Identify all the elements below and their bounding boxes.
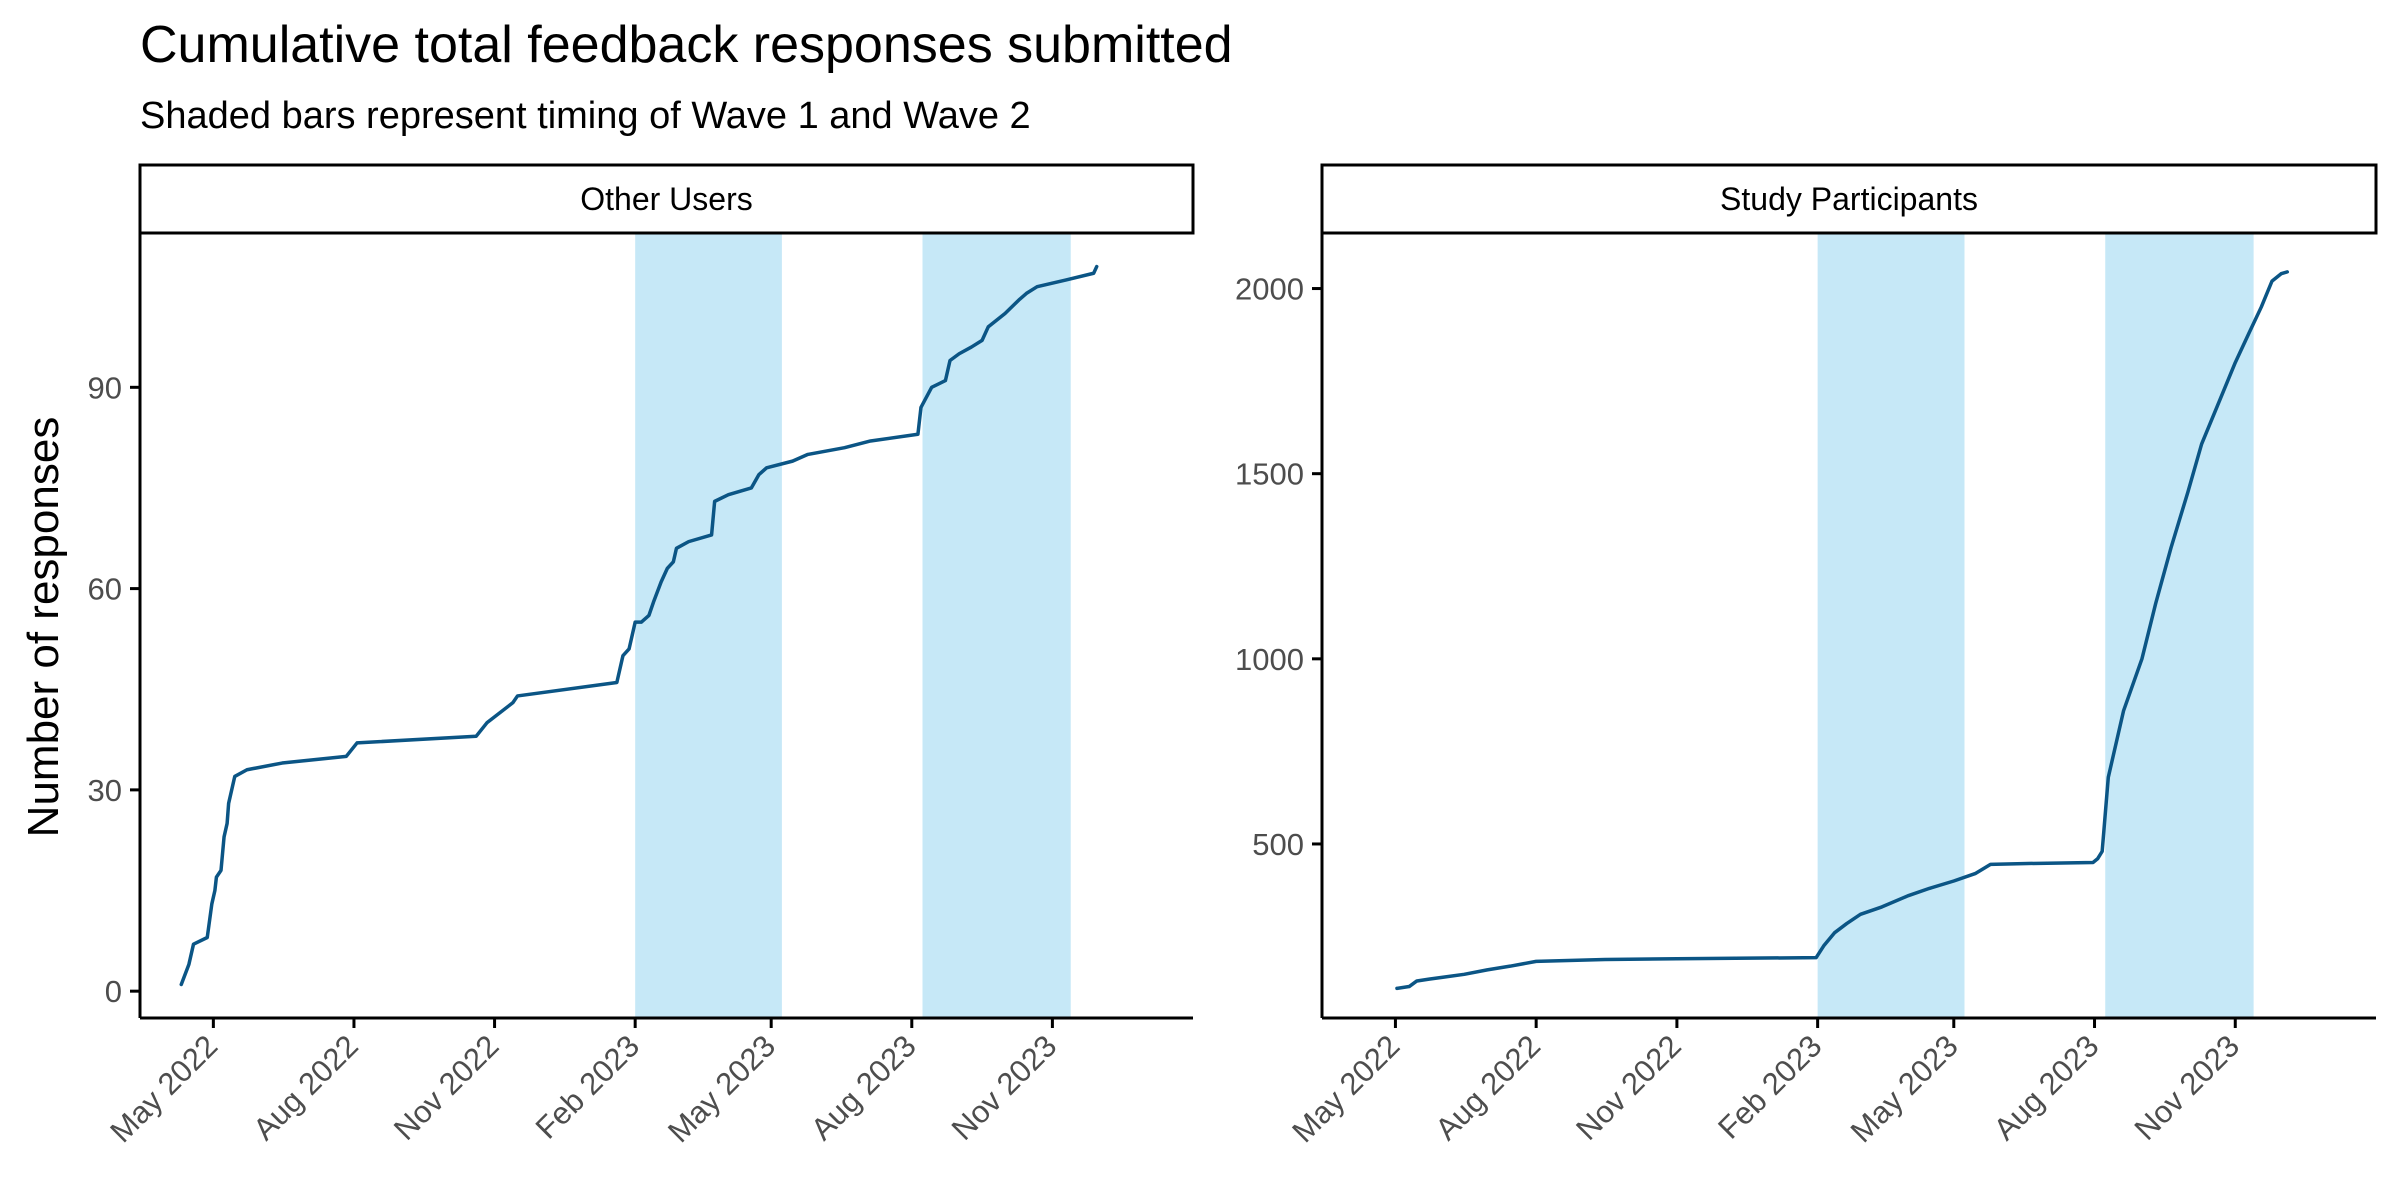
other-users-y-tick-label: 90 bbox=[88, 370, 122, 405]
other-users-cumulative-line bbox=[179, 264, 1099, 987]
chart-subtitle: Shaded bars represent timing of Wave 1 a… bbox=[140, 95, 1031, 137]
study-participants-strip-label: Study Participants bbox=[1720, 181, 1978, 217]
other-users-x-tick-label: May 2023 bbox=[661, 1028, 782, 1149]
study-participants-y-tick-label: 1000 bbox=[1235, 642, 1304, 677]
other-users-x-tick-label: Nov 2022 bbox=[387, 1028, 506, 1147]
y-axis-label: Number of responses bbox=[19, 417, 68, 838]
study-participants-x-tick-label: Aug 2022 bbox=[1429, 1028, 1548, 1147]
study-participants-y-tick-label: 2000 bbox=[1235, 272, 1304, 307]
study-participants-x-tick-label: May 2022 bbox=[1285, 1028, 1406, 1149]
other-users-x-tick-label: Feb 2023 bbox=[529, 1028, 646, 1145]
other-users-x-tick-label: Nov 2023 bbox=[945, 1028, 1064, 1147]
study-participants-x-tick-label: May 2023 bbox=[1844, 1028, 1965, 1149]
other-users-wave-band-1 bbox=[635, 233, 782, 1018]
study-participants-wave-band-2 bbox=[2105, 233, 2254, 1018]
other-users-y-tick-label: 30 bbox=[88, 773, 122, 808]
other-users-strip-label: Other Users bbox=[580, 181, 752, 217]
study-participants-x-tick-label: Aug 2023 bbox=[1987, 1028, 2106, 1147]
other-users-x-tick-label: Aug 2022 bbox=[246, 1028, 365, 1147]
chart-title: Cumulative total feedback responses subm… bbox=[140, 16, 1233, 74]
study-participants-x-tick-label: Nov 2023 bbox=[2128, 1028, 2247, 1147]
other-users-wave-band-2 bbox=[922, 233, 1071, 1018]
other-users-x-tick-label: May 2022 bbox=[103, 1028, 224, 1149]
study-participants-strip bbox=[1320, 163, 2378, 235]
study-participants-wave-band-1 bbox=[1817, 233, 1965, 1018]
study-participants-y-tick-label: 1500 bbox=[1235, 457, 1304, 492]
other-users-y-tick-label: 60 bbox=[88, 572, 122, 607]
other-users-strip bbox=[138, 163, 1195, 235]
other-users-y-tick-label: 0 bbox=[105, 974, 122, 1009]
panel-study-participants: Study Participants 500 1000 1500 2000 May 202… bbox=[1235, 163, 2378, 1149]
study-participants-x-tick-label: Feb 2023 bbox=[1711, 1028, 1828, 1145]
study-participants-cumulative-line bbox=[1395, 270, 2290, 991]
study-participants-x-tick-label: Nov 2022 bbox=[1569, 1028, 1688, 1147]
other-users-x-tick-label: Aug 2023 bbox=[804, 1028, 923, 1147]
study-participants-y-tick-label: 500 bbox=[1252, 827, 1304, 862]
